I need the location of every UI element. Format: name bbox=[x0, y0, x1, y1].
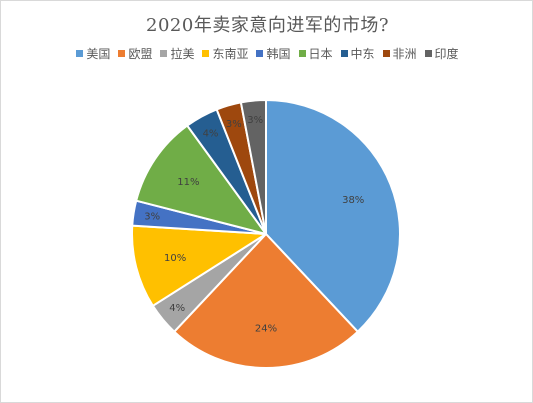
legend-item: 印度 bbox=[424, 45, 459, 62]
slice-data-label: 3% bbox=[247, 115, 263, 126]
legend-label: 印度 bbox=[434, 47, 459, 61]
pie-slice bbox=[239, 98, 267, 235]
legend-label: 东南亚 bbox=[212, 47, 249, 61]
legend-item: 日本 bbox=[298, 45, 333, 62]
slice-data-label: 11% bbox=[177, 177, 199, 188]
slice-data-label: 4% bbox=[169, 303, 185, 314]
pie-slice bbox=[130, 224, 267, 307]
pie-slice bbox=[135, 124, 267, 235]
legend-item: 非洲 bbox=[382, 45, 417, 62]
pie-slice bbox=[173, 233, 359, 369]
legend-label: 韩国 bbox=[266, 47, 291, 61]
slice-data-label: 10% bbox=[164, 253, 186, 264]
pie-slice bbox=[265, 99, 401, 333]
legend-label: 拉美 bbox=[170, 47, 195, 61]
legend-item: 美国 bbox=[76, 45, 110, 62]
legend-label: 非洲 bbox=[392, 47, 417, 61]
legend-item: 欧盟 bbox=[118, 45, 152, 62]
legend-item: 中东 bbox=[340, 45, 375, 62]
legend-label: 日本 bbox=[308, 47, 333, 61]
legend-swatch bbox=[118, 50, 126, 57]
legend-swatch bbox=[382, 50, 390, 57]
slice-data-label: 3% bbox=[226, 119, 242, 130]
slice-data-label: 3% bbox=[144, 212, 160, 223]
legend-item: 东南亚 bbox=[202, 45, 248, 62]
legend-swatch bbox=[202, 50, 210, 57]
slice-data-label: 38% bbox=[342, 195, 364, 206]
legend-swatch bbox=[424, 50, 432, 57]
slice-data-label: 24% bbox=[255, 323, 277, 334]
legend-label: 美国 bbox=[86, 47, 111, 61]
legend-label: 中东 bbox=[350, 47, 375, 61]
legend-item: 韩国 bbox=[256, 45, 291, 62]
chart-title: 2020年卖家意向进军的市场? bbox=[146, 15, 389, 36]
chart-legend: 美国 欧盟 拉美 东南亚 韩国 日本 中东 非洲 印度 bbox=[1, 45, 533, 62]
legend-swatch bbox=[76, 50, 84, 57]
slice-data-label: 4% bbox=[203, 129, 219, 140]
legend-swatch bbox=[340, 50, 348, 57]
legend-swatch bbox=[160, 50, 168, 57]
legend-item: 拉美 bbox=[160, 45, 194, 62]
legend-swatch bbox=[298, 50, 306, 57]
legend-swatch bbox=[256, 50, 264, 57]
legend-label: 欧盟 bbox=[128, 47, 153, 61]
